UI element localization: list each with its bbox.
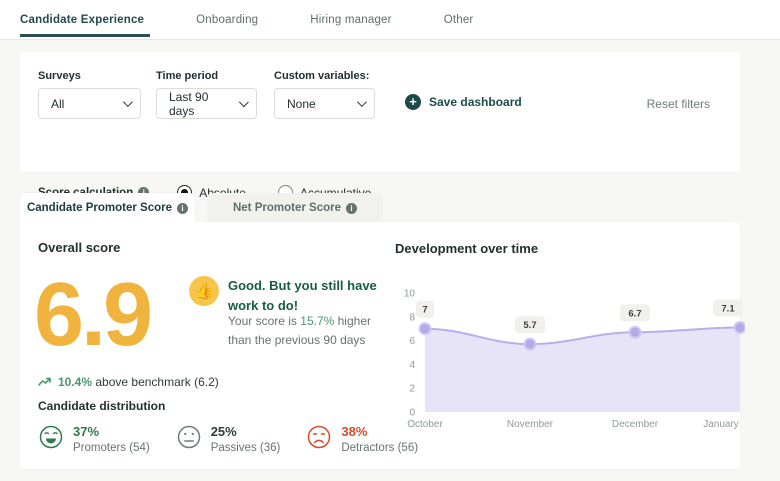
promoters-label: Promoters (54)	[73, 442, 150, 454]
overall-score-value: 6.9	[34, 265, 153, 365]
point-value-label: 7.1	[721, 304, 735, 315]
nav-tab-other[interactable]: Other	[443, 13, 474, 26]
benchmark-percent: 10.4%	[58, 375, 93, 389]
y-tick-label: 10	[404, 289, 416, 300]
filters-card: Surveys All Time period Last 90 days Cus…	[20, 52, 740, 200]
point-value-badge	[416, 300, 434, 318]
surveys-dropdown-value: All	[51, 96, 65, 111]
chart-point[interactable]	[733, 321, 746, 335]
promoters-percent: 37%	[73, 424, 100, 439]
custom-variables-dropdown-value: None	[287, 96, 316, 111]
point-value-label: 7	[422, 305, 427, 316]
info-icon[interactable]: i	[346, 202, 357, 214]
detractors-percent: 38%	[341, 424, 368, 439]
passives-label: Passives (36)	[210, 442, 281, 454]
nav-tab-hiring-manager[interactable]: Hiring manager	[310, 13, 392, 26]
y-tick-label: 2	[409, 384, 415, 395]
info-icon[interactable]: i	[138, 187, 150, 198]
surveys-dropdown[interactable]: All	[38, 88, 141, 119]
chart-title: Development over time	[395, 241, 539, 256]
score-change-percent: 15.7%	[300, 314, 335, 328]
detractors-label: Detractors (56)	[341, 442, 419, 454]
distribution-item-detractors: 38% Detractors (56)	[306, 424, 418, 454]
chevron-down-icon	[239, 97, 249, 107]
point-value-label: 6.7	[628, 308, 641, 319]
point-value-label: 5.7	[523, 320, 536, 331]
chart-area-fill	[425, 327, 740, 412]
score-message-suffix: higher than the previous 90 days	[228, 314, 371, 348]
x-tick-label: January	[703, 419, 739, 430]
benchmark-text: above benchmark (6.2)	[92, 375, 219, 389]
chart-point[interactable]	[523, 337, 537, 351]
y-tick-label: 6	[409, 336, 415, 347]
reset-filters-button[interactable]: Reset filters	[646, 97, 710, 111]
score-message-body: Your score is 15.7% higher than the prev…	[228, 312, 386, 350]
time-period-label: Time period	[156, 70, 219, 82]
candidate-distribution-heading: Candidate distribution	[38, 399, 166, 413]
overall-score-heading: Overall score	[38, 240, 121, 255]
distribution-item-passives: 25% Passives (36)	[176, 424, 281, 454]
neutral-face-icon	[177, 425, 200, 449]
score-message-headline: Good. But you still have work to do!	[228, 278, 377, 314]
save-dashboard-button[interactable]: + Save dashboard	[405, 94, 522, 110]
benchmark-line: 10.4% above benchmark (6.2)	[38, 375, 219, 389]
custom-variables-label: Custom variables:	[274, 70, 370, 82]
tab-candidate-promoter-score-label: Candidate Promoter Score	[26, 202, 173, 214]
nav-tab-candidate-experience[interactable]: Candidate Experience	[20, 0, 151, 40]
distribution-item-promoters: 37% Promoters (54)	[38, 424, 150, 454]
surveys-label: Surveys	[38, 70, 81, 82]
save-dashboard-label: Save dashboard	[429, 95, 522, 109]
chart-point[interactable]	[628, 325, 642, 339]
y-tick-label: 0	[409, 408, 415, 419]
point-value-badge	[620, 304, 650, 322]
tab-net-promoter-score[interactable]: Net Promoter Score i	[207, 193, 383, 223]
tab-net-promoter-score-label: Net Promoter Score	[232, 202, 341, 214]
happy-face-icon	[39, 425, 63, 449]
thumbs-up-icon: 👍	[189, 276, 219, 306]
passives-percent: 25%	[210, 424, 237, 439]
trend-up-icon	[38, 377, 51, 386]
chart-point[interactable]	[418, 322, 432, 336]
chevron-down-icon	[356, 97, 367, 108]
chevron-down-icon	[122, 97, 133, 108]
candidate-distribution-row: 37% Promoters (54) 25% Passives (36)	[38, 424, 418, 454]
y-tick-label: 4	[409, 360, 415, 371]
custom-variables-dropdown[interactable]: None	[274, 88, 375, 119]
plus-icon: +	[405, 94, 421, 110]
point-value-badge	[515, 316, 545, 334]
score-message-prefix: Your score is	[228, 314, 301, 328]
x-tick-label: December	[612, 419, 659, 430]
nav-tab-onboarding[interactable]: Onboarding	[196, 13, 259, 26]
development-over-time-chart: 0 2 4 6 8 10 7 October 5.7 November 6.7 December 7.1…	[404, 289, 746, 430]
time-period-dropdown-value: Last 90 days	[169, 89, 209, 118]
x-tick-label: November	[507, 419, 554, 430]
chart-line	[424, 326, 741, 346]
x-tick-label: October	[407, 419, 443, 430]
info-icon[interactable]: i	[177, 202, 189, 214]
time-period-dropdown[interactable]: Last 90 days	[156, 88, 257, 119]
sad-face-icon	[308, 425, 331, 449]
top-nav: Candidate Experience Onboarding Hiring m…	[0, 0, 780, 40]
point-value-badge	[713, 299, 743, 317]
y-tick-label: 8	[409, 312, 415, 323]
tab-candidate-promoter-score[interactable]: Candidate Promoter Score i	[20, 193, 195, 223]
